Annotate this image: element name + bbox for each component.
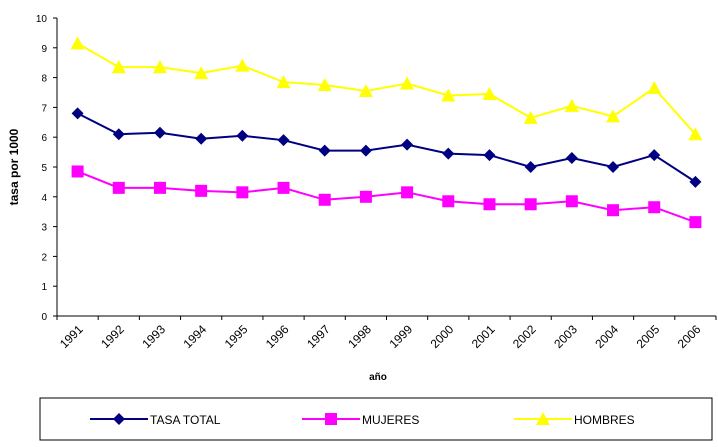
line-marker <box>442 147 455 160</box>
x-tick-label: 1991 <box>57 322 86 351</box>
line-marker <box>236 129 249 142</box>
legend-label: MUJERES <box>362 413 419 427</box>
x-tick-label: 1994 <box>180 322 209 351</box>
line-marker <box>112 128 125 141</box>
line-marker <box>153 126 166 139</box>
line-marker <box>318 144 331 157</box>
x-tick-label: 2003 <box>551 322 580 351</box>
y-tick-label: 2 <box>41 252 47 263</box>
legend-marker <box>536 412 550 425</box>
line-marker <box>112 181 125 194</box>
legend-label: HOMBRES <box>574 413 635 427</box>
line-marker <box>441 88 456 102</box>
legend-label: TASA TOTAL <box>150 413 221 427</box>
series-line <box>77 112 696 183</box>
line-marker <box>442 195 455 208</box>
x-tick-label: 2000 <box>428 322 457 351</box>
line-marker <box>152 60 167 74</box>
x-tick-label: 1992 <box>98 322 127 351</box>
line-marker <box>523 110 538 124</box>
line-marker <box>195 132 208 145</box>
line-marker <box>71 165 84 178</box>
line-marker <box>359 190 372 203</box>
line-marker <box>483 149 496 162</box>
line-marker <box>524 161 537 173</box>
line-marker <box>358 84 373 98</box>
line-marker <box>153 181 166 194</box>
x-tick-label: 2006 <box>675 322 704 351</box>
line-marker <box>235 58 250 72</box>
line-marker <box>71 107 84 120</box>
line-marker <box>689 216 702 229</box>
line-marker <box>482 86 497 100</box>
line-marker <box>401 186 414 199</box>
line-marker <box>648 149 661 162</box>
line-marker <box>277 181 290 194</box>
y-axis-label: tasa por 1000 <box>7 128 21 205</box>
y-tick-label: 0 <box>41 312 47 323</box>
y-tick-label: 4 <box>41 193 47 204</box>
x-tick-label: 2004 <box>592 322 621 351</box>
x-tick-label: 1996 <box>263 322 292 351</box>
y-tick-label: 1 <box>41 282 47 293</box>
x-tick-label: 2001 <box>469 322 498 351</box>
y-tick-label: 9 <box>41 44 47 55</box>
y-tick-label: 8 <box>41 74 47 85</box>
line-marker <box>400 76 415 90</box>
x-axis-label: año <box>369 372 387 383</box>
line-marker <box>318 193 331 206</box>
legend-marker <box>325 413 337 425</box>
line-marker <box>689 175 702 188</box>
line-marker <box>359 144 372 157</box>
legend-box <box>39 397 713 441</box>
x-tick-label: 2002 <box>510 322 539 351</box>
x-tick-label: 1993 <box>139 322 168 351</box>
x-tick-label: 1997 <box>304 322 333 351</box>
x-tick-label: 1998 <box>345 322 374 351</box>
line-marker <box>194 66 209 80</box>
line-marker <box>565 195 578 208</box>
line-marker <box>401 138 414 151</box>
line-marker <box>236 186 249 199</box>
line-marker <box>648 201 661 214</box>
x-tick-label: 1999 <box>386 322 415 351</box>
line-marker <box>688 127 703 141</box>
legend-marker <box>113 413 125 425</box>
line-marker <box>195 184 208 197</box>
line-marker <box>607 204 620 217</box>
x-tick-label: 1995 <box>222 322 251 351</box>
line-marker <box>647 81 662 95</box>
y-tick-label: 7 <box>41 103 47 114</box>
line-marker <box>276 75 291 89</box>
line-marker <box>524 198 537 211</box>
line-marker <box>606 109 621 123</box>
line-marker <box>70 36 85 50</box>
line-marker <box>483 198 496 211</box>
series-line <box>77 170 696 224</box>
y-tick-label: 5 <box>41 163 47 174</box>
series-line <box>77 42 697 135</box>
line-marker <box>317 78 332 92</box>
line-marker <box>565 152 578 165</box>
y-tick-label: 6 <box>41 133 47 144</box>
line-marker <box>607 161 620 173</box>
line-marker <box>111 60 126 74</box>
line-marker <box>277 134 290 147</box>
y-tick-label: 3 <box>41 223 47 234</box>
line-marker <box>564 98 579 112</box>
y-tick-label: 10 <box>36 14 48 25</box>
x-tick-label: 2005 <box>634 322 663 351</box>
